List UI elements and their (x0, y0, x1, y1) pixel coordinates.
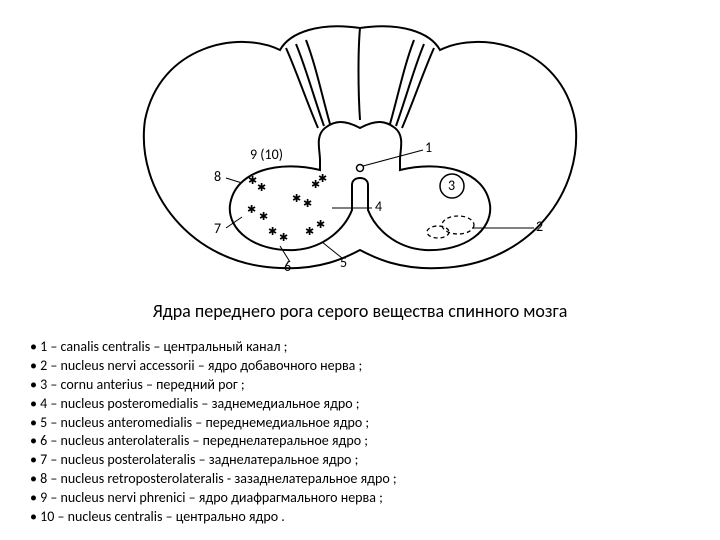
legend-item: 1 – canalis centralis – центральный кана… (30, 338, 397, 357)
label-4: 4 (375, 200, 382, 214)
legend-item: 4 – nucleus posteromedialis – заднемедиа… (30, 395, 397, 414)
svg-text:✱: ✱ (257, 181, 266, 194)
legend-item: 6 – nucleus anterolateralis – переднелат… (30, 432, 397, 451)
svg-text:✱: ✱ (292, 192, 301, 205)
legend-item: 3 – cornu anterius – передний рог ; (30, 376, 397, 395)
svg-text:✱: ✱ (247, 203, 256, 216)
svg-text:✱: ✱ (316, 218, 325, 231)
label-6: 6 (284, 260, 291, 274)
svg-text:✱: ✱ (303, 197, 312, 210)
legend-item: 9 – nucleus nervi phrenici – ядро диафра… (30, 489, 397, 508)
svg-text:✱: ✱ (318, 172, 327, 185)
diagram-title: Ядра переднего рога серого вещества спин… (0, 300, 720, 322)
legend-item: 5 – nucleus anteromedialis – переднемеди… (30, 414, 397, 433)
label-2: 2 (536, 220, 543, 234)
label-8: 8 (214, 170, 221, 184)
legend-item: 7 – nucleus posterolateralis – заднелате… (30, 451, 397, 470)
svg-text:✱: ✱ (248, 174, 257, 187)
label-9-10: 9 (10) (250, 148, 283, 162)
label-3: 3 (448, 179, 455, 193)
svg-text:✱: ✱ (279, 231, 288, 244)
spinal-cord-cross-section: ✱ ✱ ✱ ✱ ✱ ✱ ✱ ✱ ✱ ✱ ✱ ✱ (120, 10, 600, 280)
legend-item: 2 – nucleus nervi accessorii – ядро доба… (30, 357, 397, 376)
svg-text:✱: ✱ (259, 210, 268, 223)
svg-text:✱: ✱ (268, 225, 277, 238)
label-7: 7 (214, 222, 221, 236)
svg-text:✱: ✱ (305, 225, 314, 238)
label-1: 1 (425, 141, 432, 155)
legend-item: 10 – nucleus centralis – центрально ядро… (30, 508, 397, 527)
legend-item: 8 – nucleus retroposterolateralis - заза… (30, 470, 397, 489)
label-5: 5 (340, 256, 347, 270)
legend-list: 1 – canalis centralis – центральный кана… (30, 338, 397, 527)
